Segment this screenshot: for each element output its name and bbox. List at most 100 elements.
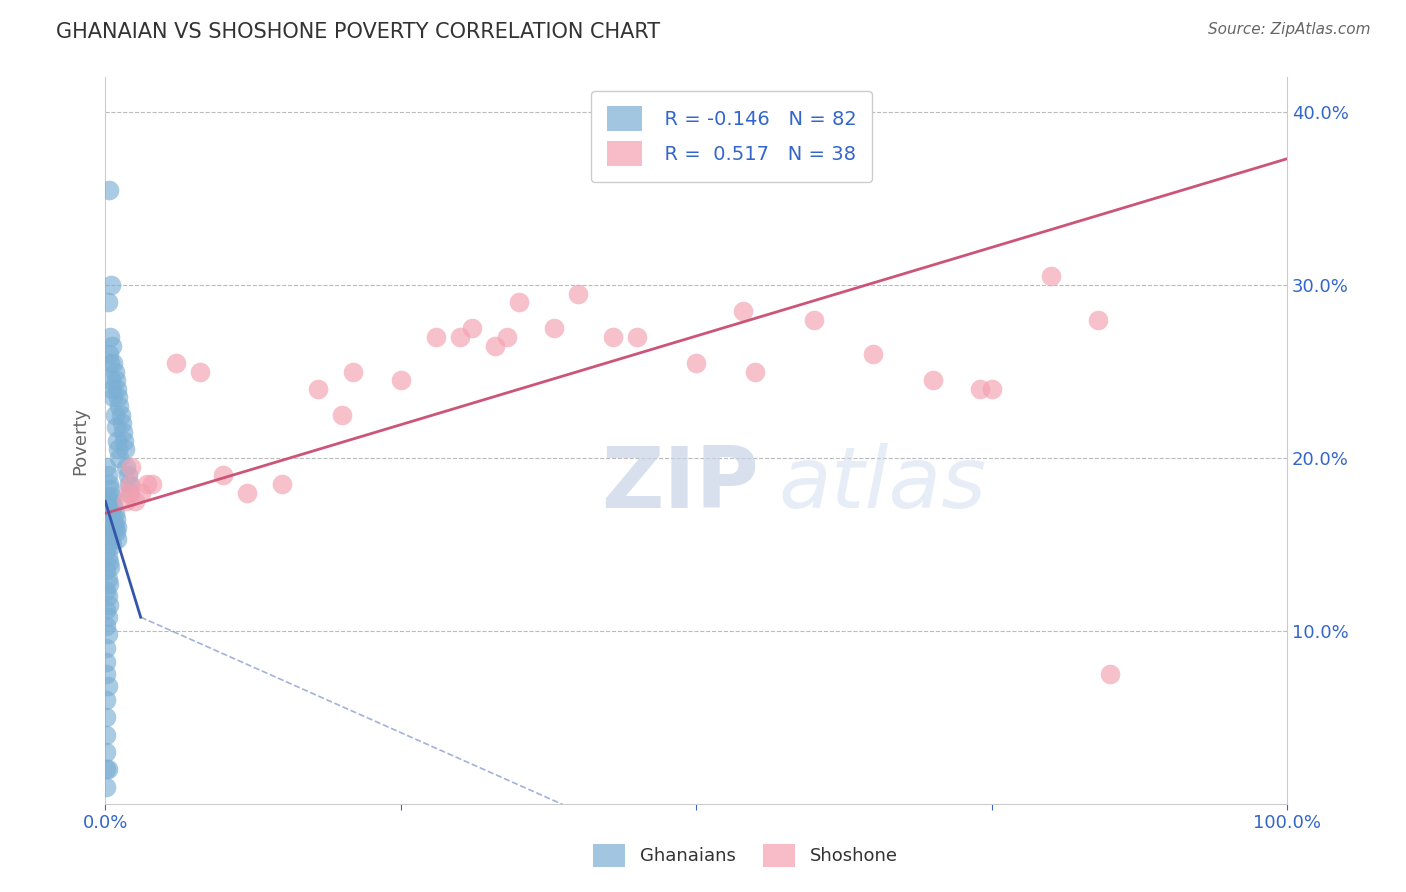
Point [129,485,152,500]
Text: atlas: atlas [779,442,987,525]
Point [96,655,118,669]
Point [104,420,127,434]
Point [96,542,118,557]
Legend: Ghanaians, Shoshone: Ghanaians, Shoshone [585,837,905,874]
Point [862,347,884,361]
Point [969,382,991,396]
Point [97,500,120,514]
Point [101,338,124,352]
Point [114,442,136,457]
Point [141,477,163,491]
Point [117,485,139,500]
Text: Source: ZipAtlas.com: Source: ZipAtlas.com [1208,22,1371,37]
Point [104,511,127,525]
Point [98,560,121,574]
Point [98,356,121,370]
Point [111,425,134,439]
Point [97,477,120,491]
Point [980,382,1002,396]
Point [118,477,141,491]
Point [96,619,118,633]
Point [96,710,118,724]
Point [97,763,120,777]
Point [108,399,131,413]
Point [117,468,139,483]
Point [103,500,125,514]
Point [100,534,122,549]
Point [744,364,766,378]
Point [135,477,157,491]
Point [107,442,129,457]
Point [685,356,707,370]
Point [97,590,120,604]
Point [118,485,141,500]
Point [105,533,128,547]
Point [271,477,294,491]
Point [97,347,120,361]
Point [120,459,142,474]
Point [96,763,118,777]
Point [105,382,128,396]
Point [98,482,121,496]
Point [602,330,624,344]
Point [96,564,118,578]
Legend:   R = -0.146   N = 82,   R =  0.517   N = 38: R = -0.146 N = 82, R = 0.517 N = 38 [592,91,872,182]
Point [100,503,122,517]
Point [96,459,118,474]
Point [97,555,120,569]
Point [96,667,118,681]
Point [496,330,519,344]
Point [96,780,118,794]
Point [1098,667,1121,681]
Point [101,537,124,551]
Point [107,391,129,405]
Point [100,278,122,293]
Point [389,373,412,387]
Text: ZIP: ZIP [602,442,759,525]
Point [188,364,211,378]
Point [104,525,127,540]
Point [103,391,125,405]
Point [104,507,127,521]
Point [96,641,118,656]
Point [508,295,530,310]
Point [921,373,943,387]
Point [96,603,118,617]
Point [96,693,118,707]
Point [100,507,122,521]
Point [97,598,120,612]
Point [104,520,127,534]
Point [105,520,128,534]
Point [97,679,120,693]
Point [110,408,132,422]
Point [98,529,121,543]
Point [165,356,187,370]
Point [626,330,648,344]
Point [97,627,120,641]
Point [104,373,127,387]
Point [460,321,482,335]
Point [236,485,259,500]
Point [108,450,131,465]
Point [115,459,138,474]
Point [112,434,135,448]
Point [96,728,118,742]
Point [484,338,506,352]
Point [330,408,353,422]
Point [100,489,122,503]
Point [425,330,447,344]
Point [100,373,122,387]
Point [96,745,118,759]
Point [115,494,138,508]
Point [98,503,121,517]
Point [97,520,120,534]
Point [97,494,120,508]
Point [105,434,128,448]
Point [101,511,124,525]
Point [118,477,141,491]
Point [543,321,565,335]
Point [101,382,124,396]
Point [567,286,589,301]
Point [1087,312,1109,326]
Point [124,494,146,508]
